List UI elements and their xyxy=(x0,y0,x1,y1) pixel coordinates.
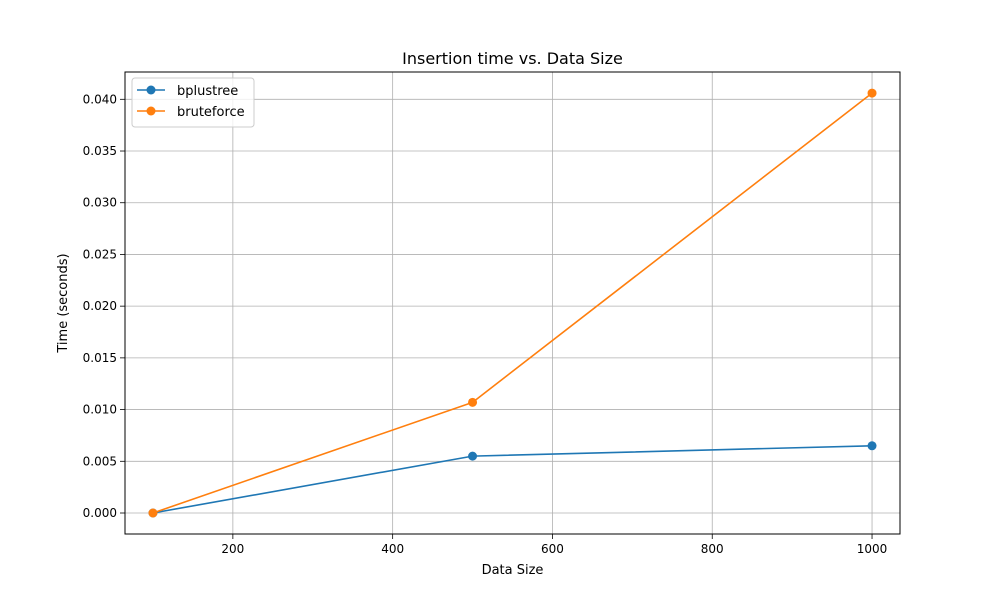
chart-title: Insertion time vs. Data Size xyxy=(402,49,623,68)
x-tick-label: 600 xyxy=(541,542,564,556)
series-layer xyxy=(148,88,877,518)
y-tick-label: 0.020 xyxy=(83,299,117,313)
x-tick-label: 200 xyxy=(221,542,244,556)
y-tick-label: 0.035 xyxy=(83,144,117,158)
x-axis-label: Data Size xyxy=(482,563,544,578)
y-tick-label: 0.030 xyxy=(83,196,117,210)
data-point-bplustree xyxy=(867,441,877,451)
data-point-bruteforce xyxy=(148,508,158,518)
data-point-bruteforce xyxy=(468,397,478,407)
legend-label-bplustree: bplustree xyxy=(177,84,238,99)
y-tick-label: 0.040 xyxy=(83,92,117,106)
y-tick-label: 0.000 xyxy=(83,506,117,520)
data-point-bruteforce xyxy=(867,88,877,98)
y-axis-label: Time (seconds) xyxy=(56,253,71,353)
tick-layer: 200 400 600 800 1000 0.000 0.005 0.010 0.015 0.02… xyxy=(83,92,888,556)
data-point-bplustree xyxy=(468,451,478,461)
y-tick-label: 0.015 xyxy=(83,351,117,365)
plot-frame xyxy=(124,71,901,535)
legend-label-bruteforce: bruteforce xyxy=(177,105,245,120)
x-tick-label: 800 xyxy=(701,542,724,556)
y-tick-label: 0.025 xyxy=(83,247,117,261)
y-tick-label: 0.005 xyxy=(83,454,117,468)
legend: bplustree bruteforce xyxy=(131,77,255,128)
plot-area-background xyxy=(125,72,900,534)
y-tick-label: 0.010 xyxy=(83,403,117,417)
legend-marker-bplustree xyxy=(146,85,156,95)
legend-marker-bruteforce xyxy=(146,106,156,116)
x-tick-label: 1000 xyxy=(857,542,888,556)
x-tick-label: 400 xyxy=(381,542,404,556)
grid-layer xyxy=(125,72,900,534)
